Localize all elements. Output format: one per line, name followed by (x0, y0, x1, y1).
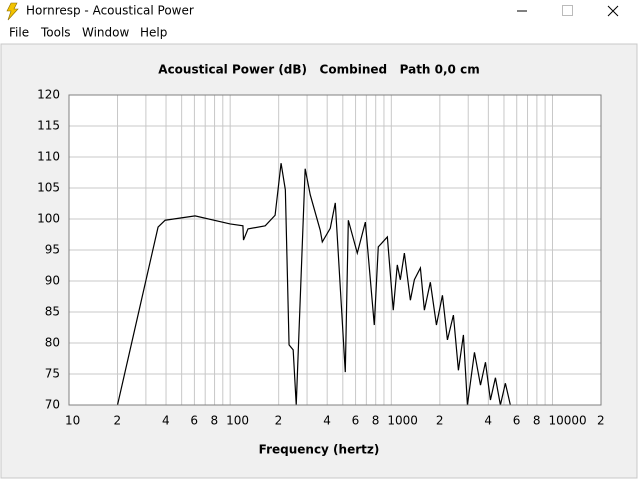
chart-title: Acoustical Power (dB) Combined Path 0,0 … (158, 63, 479, 77)
y-tick-label: 105 (37, 181, 60, 195)
menu-item[interactable]: File (9, 26, 29, 40)
x-tick-label: 10 (65, 414, 80, 428)
menu-item[interactable]: Window (82, 26, 130, 40)
y-tick-label: 90 (45, 274, 60, 288)
x-axis-label: Frequency (hertz) (259, 443, 380, 457)
x-tick-label: 2 (436, 414, 444, 428)
y-tick-label: 75 (45, 367, 60, 381)
x-tick-label: 2 (597, 414, 605, 428)
y-tick-label: 85 (45, 305, 60, 319)
y-tick-label: 100 (37, 212, 60, 226)
x-tick-label: 4 (162, 414, 170, 428)
close-button[interactable] (607, 5, 619, 17)
x-tick-label: 6 (513, 414, 521, 428)
y-tick-label: 110 (37, 150, 60, 164)
y-tick-label: 70 (45, 398, 60, 412)
y-tick-label: 80 (45, 336, 60, 350)
x-tick-label: 10000 (548, 414, 586, 428)
app-icon (6, 2, 19, 21)
plot-border (68, 94, 602, 406)
y-tick-label: 95 (45, 243, 60, 257)
x-tick-label: 2 (275, 414, 283, 428)
x-tick-label: 1000 (387, 414, 418, 428)
y-tick-label: 120 (37, 88, 60, 102)
x-tick-label: 4 (484, 414, 492, 428)
x-tick-label: 6 (190, 414, 198, 428)
x-tick-label: 2 (114, 414, 122, 428)
y-tick-label: 115 (37, 119, 60, 133)
response-curve (116, 163, 511, 405)
window-title: Hornresp - Acoustical Power (26, 4, 194, 18)
menu-item[interactable]: Tools (40, 26, 71, 40)
x-tick-label: 4 (323, 414, 331, 428)
x-tick-label: 6 (352, 414, 360, 428)
x-tick-label: 8 (211, 414, 219, 428)
x-tick-label: 8 (372, 414, 380, 428)
menu-item[interactable]: Help (140, 26, 167, 40)
x-tick-label: 8 (533, 414, 541, 428)
x-tick-label: 100 (226, 414, 249, 428)
maximize-button (562, 5, 573, 16)
